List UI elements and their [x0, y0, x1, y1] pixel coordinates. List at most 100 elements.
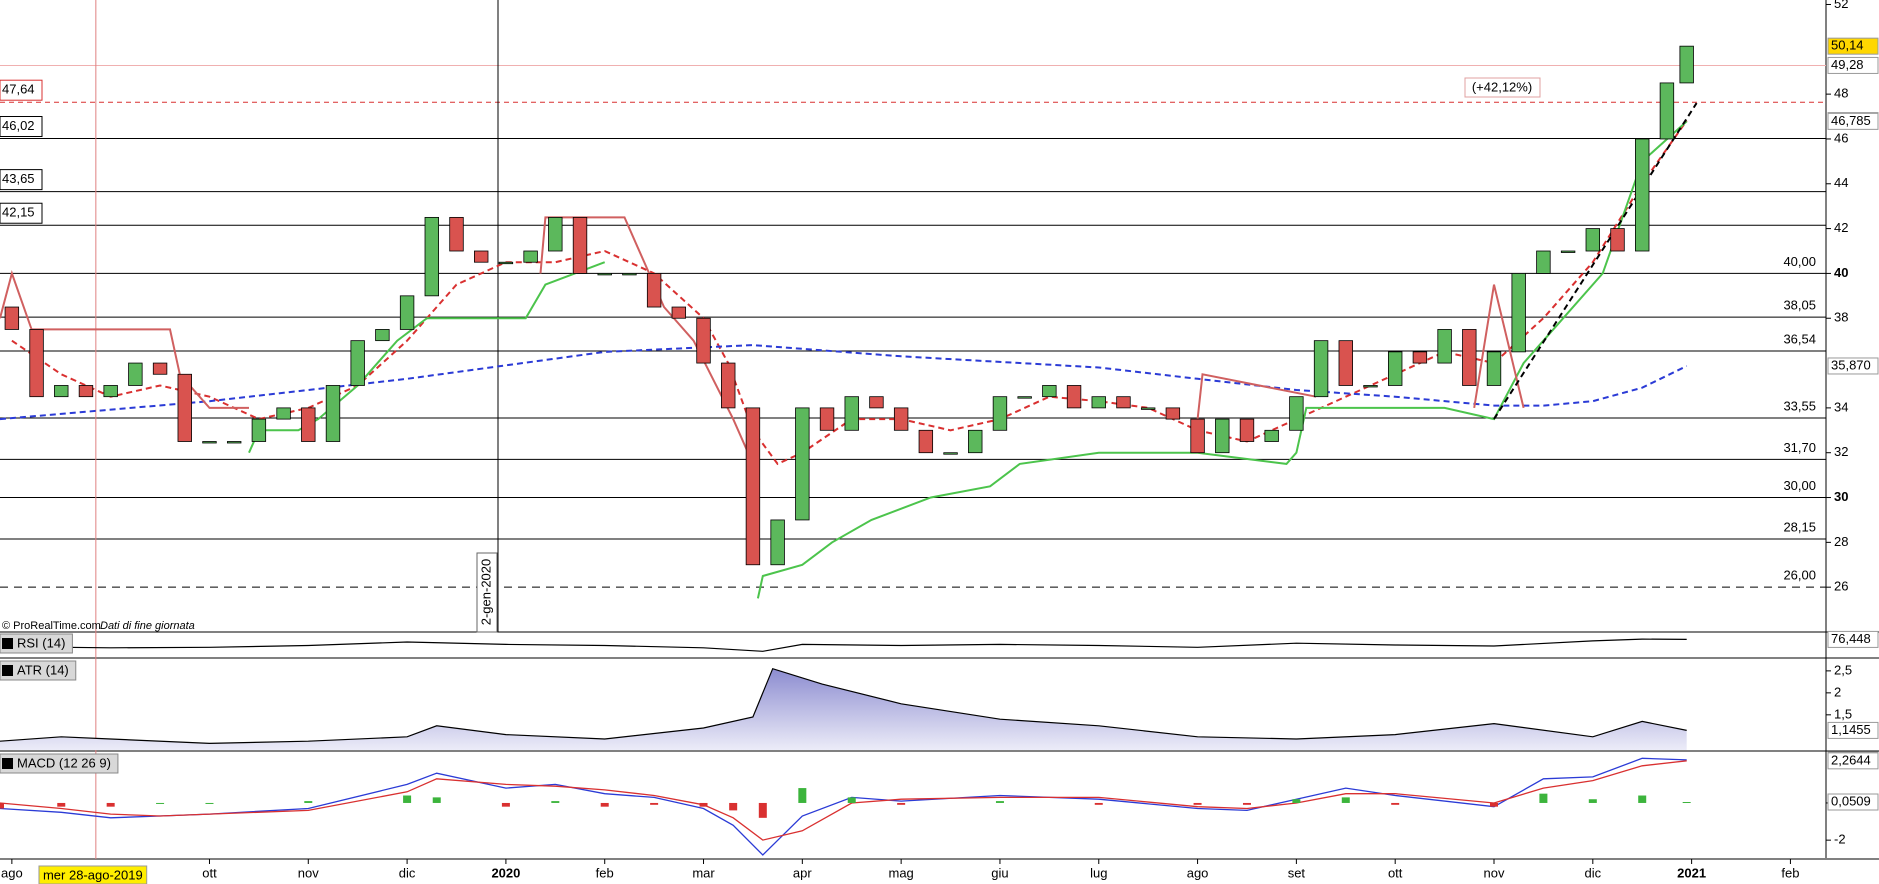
- level-label: 26,00: [1783, 568, 1816, 583]
- level-label: 38,05: [1783, 298, 1816, 313]
- histogram-bar: [758, 802, 767, 818]
- candle: [646, 273, 662, 308]
- histogram-bar: [1292, 799, 1301, 803]
- area-line: [0, 667, 1687, 745]
- histogram-bar: [1539, 793, 1548, 803]
- source-note: Dati di fine giornata: [100, 620, 195, 632]
- level-label: 40,00: [1783, 254, 1816, 269]
- y-tick-label: -2: [1834, 832, 1846, 847]
- candle: [177, 373, 192, 442]
- level-label: 28,15: [1783, 519, 1816, 534]
- panel-title-box: [0, 633, 73, 654]
- candle: [770, 519, 785, 566]
- histogram-bar: [897, 802, 906, 805]
- x-tick-label: dic: [399, 865, 416, 880]
- candle: [548, 216, 563, 252]
- candle: [1560, 250, 1576, 253]
- x-tick-label: dic: [1584, 865, 1601, 880]
- histogram-bar: [205, 802, 214, 804]
- candle: [1264, 429, 1279, 442]
- last-value-box: [1827, 56, 1879, 74]
- candle: [474, 250, 489, 263]
- candle: [844, 396, 859, 431]
- histogram-bar: [1193, 802, 1202, 805]
- histogram-bar: [1682, 802, 1691, 804]
- x-tick-label: ago: [1187, 865, 1209, 880]
- histogram-bar: [1242, 802, 1251, 805]
- last-value-box: [1827, 752, 1879, 770]
- y-tick-label: 38: [1834, 310, 1848, 325]
- candle: [1511, 273, 1526, 353]
- y-tick-label: 26: [1834, 579, 1848, 594]
- cursor-label-box: [38, 865, 148, 884]
- candle: [152, 362, 168, 375]
- level-label: 47,64: [2, 82, 35, 97]
- x-tick-label: 2021: [1677, 865, 1706, 880]
- histogram-bar: [156, 802, 165, 804]
- panel-title: RSI (14): [0, 633, 73, 654]
- candle: [1437, 329, 1452, 364]
- last-value-label: 49,28: [1831, 57, 1864, 72]
- candle: [301, 407, 316, 442]
- candle: [572, 216, 588, 274]
- candle: [1165, 407, 1181, 420]
- candle: [745, 407, 761, 566]
- candle: [350, 340, 365, 386]
- candle: [226, 441, 242, 444]
- candle: [399, 295, 415, 330]
- candle: [1313, 340, 1329, 398]
- histogram-bar: [57, 802, 66, 807]
- level-label-box: [0, 79, 43, 101]
- candle: [29, 329, 44, 398]
- candle: [1462, 329, 1477, 386]
- histogram-bar: [600, 802, 609, 807]
- histogram-bar: [650, 802, 659, 805]
- histogram-bar: [1490, 802, 1498, 807]
- y-tick-label: 2,5: [1834, 662, 1852, 677]
- date-marker-label: 2-gen-2020: [478, 559, 493, 626]
- y-tick-label: 34: [1834, 399, 1848, 414]
- histogram-bar: [106, 802, 115, 807]
- x-tick-label: ago: [1, 865, 23, 880]
- candle: [103, 385, 118, 398]
- x-tick-label: 2020: [491, 865, 520, 880]
- y-tick-label: 48: [1834, 86, 1848, 101]
- histogram-bar: [551, 801, 560, 803]
- candle: [523, 250, 538, 263]
- level-label: 30,00: [1783, 478, 1816, 493]
- candle: [498, 261, 514, 265]
- candle: [424, 216, 439, 297]
- candle: [1066, 385, 1082, 409]
- candle: [1091, 396, 1106, 409]
- candle: [819, 407, 835, 431]
- panel-title-box: [0, 660, 77, 681]
- last-value-label: 1,1455: [1831, 722, 1871, 737]
- candle: [1536, 250, 1551, 274]
- level-label: 31,70: [1783, 440, 1816, 455]
- last-value-box: [1827, 37, 1879, 55]
- last-value-box: [1827, 721, 1879, 739]
- y-tick-label: 42: [1834, 220, 1848, 235]
- x-tick-label: lug: [1090, 865, 1107, 880]
- histogram-bar: [1341, 797, 1350, 803]
- y-tick-label: 28: [1834, 534, 1848, 549]
- candle: [795, 407, 810, 521]
- y-tick-label: 32: [1834, 444, 1848, 459]
- x-tick-label: ott: [202, 865, 217, 880]
- candle: [54, 385, 69, 398]
- last-value-label: 50,14: [1831, 38, 1864, 53]
- x-tick-label: feb: [596, 865, 614, 880]
- x-tick-label: ott: [1388, 865, 1403, 880]
- level-label-box: [0, 116, 43, 138]
- candle: [202, 441, 217, 444]
- indicator-line: [1493, 102, 1698, 420]
- histogram-bar: [403, 795, 412, 803]
- histogram-bar: [501, 802, 510, 807]
- candle: [4, 306, 20, 330]
- level-label: 43,65: [2, 171, 35, 186]
- cursor-label: mer 28-ago-2019: [43, 867, 143, 882]
- candle: [1215, 418, 1230, 454]
- candle: [893, 407, 909, 431]
- histogram-bar: [1588, 799, 1597, 803]
